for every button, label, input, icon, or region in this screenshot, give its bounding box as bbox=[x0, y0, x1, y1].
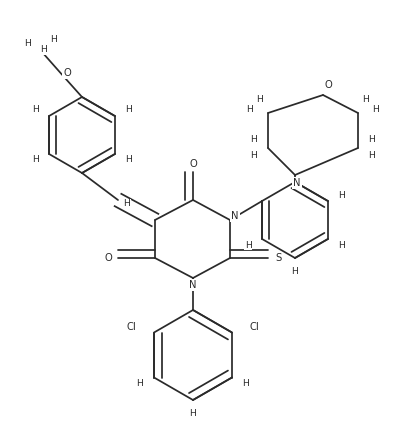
Text: H: H bbox=[339, 240, 345, 250]
Text: N: N bbox=[231, 211, 239, 221]
Text: H: H bbox=[40, 45, 47, 55]
Text: H: H bbox=[292, 268, 298, 277]
Text: N: N bbox=[189, 280, 197, 290]
Text: H: H bbox=[126, 156, 132, 164]
Text: O: O bbox=[189, 159, 197, 169]
Text: O: O bbox=[63, 68, 71, 78]
Text: H: H bbox=[363, 94, 369, 104]
Text: H: H bbox=[242, 379, 249, 388]
Text: H: H bbox=[126, 105, 132, 115]
Text: H: H bbox=[257, 94, 264, 104]
Text: H: H bbox=[137, 379, 144, 388]
Text: H: H bbox=[51, 35, 58, 45]
Text: Cl: Cl bbox=[126, 321, 136, 332]
Text: O: O bbox=[104, 253, 112, 263]
Text: H: H bbox=[373, 105, 379, 113]
Text: H: H bbox=[32, 105, 38, 115]
Text: H: H bbox=[32, 156, 38, 164]
Text: H: H bbox=[368, 152, 375, 161]
Text: S: S bbox=[275, 253, 281, 263]
Text: H: H bbox=[245, 240, 251, 250]
Text: H: H bbox=[368, 135, 375, 145]
Text: H: H bbox=[339, 191, 345, 199]
Text: H: H bbox=[24, 40, 31, 49]
Text: H: H bbox=[251, 152, 257, 161]
Text: Cl: Cl bbox=[250, 321, 260, 332]
Text: H: H bbox=[246, 105, 253, 113]
Text: H: H bbox=[251, 135, 257, 145]
Text: H: H bbox=[123, 199, 130, 209]
Text: O: O bbox=[324, 80, 332, 90]
Text: N: N bbox=[293, 178, 301, 188]
Text: H: H bbox=[190, 410, 196, 419]
